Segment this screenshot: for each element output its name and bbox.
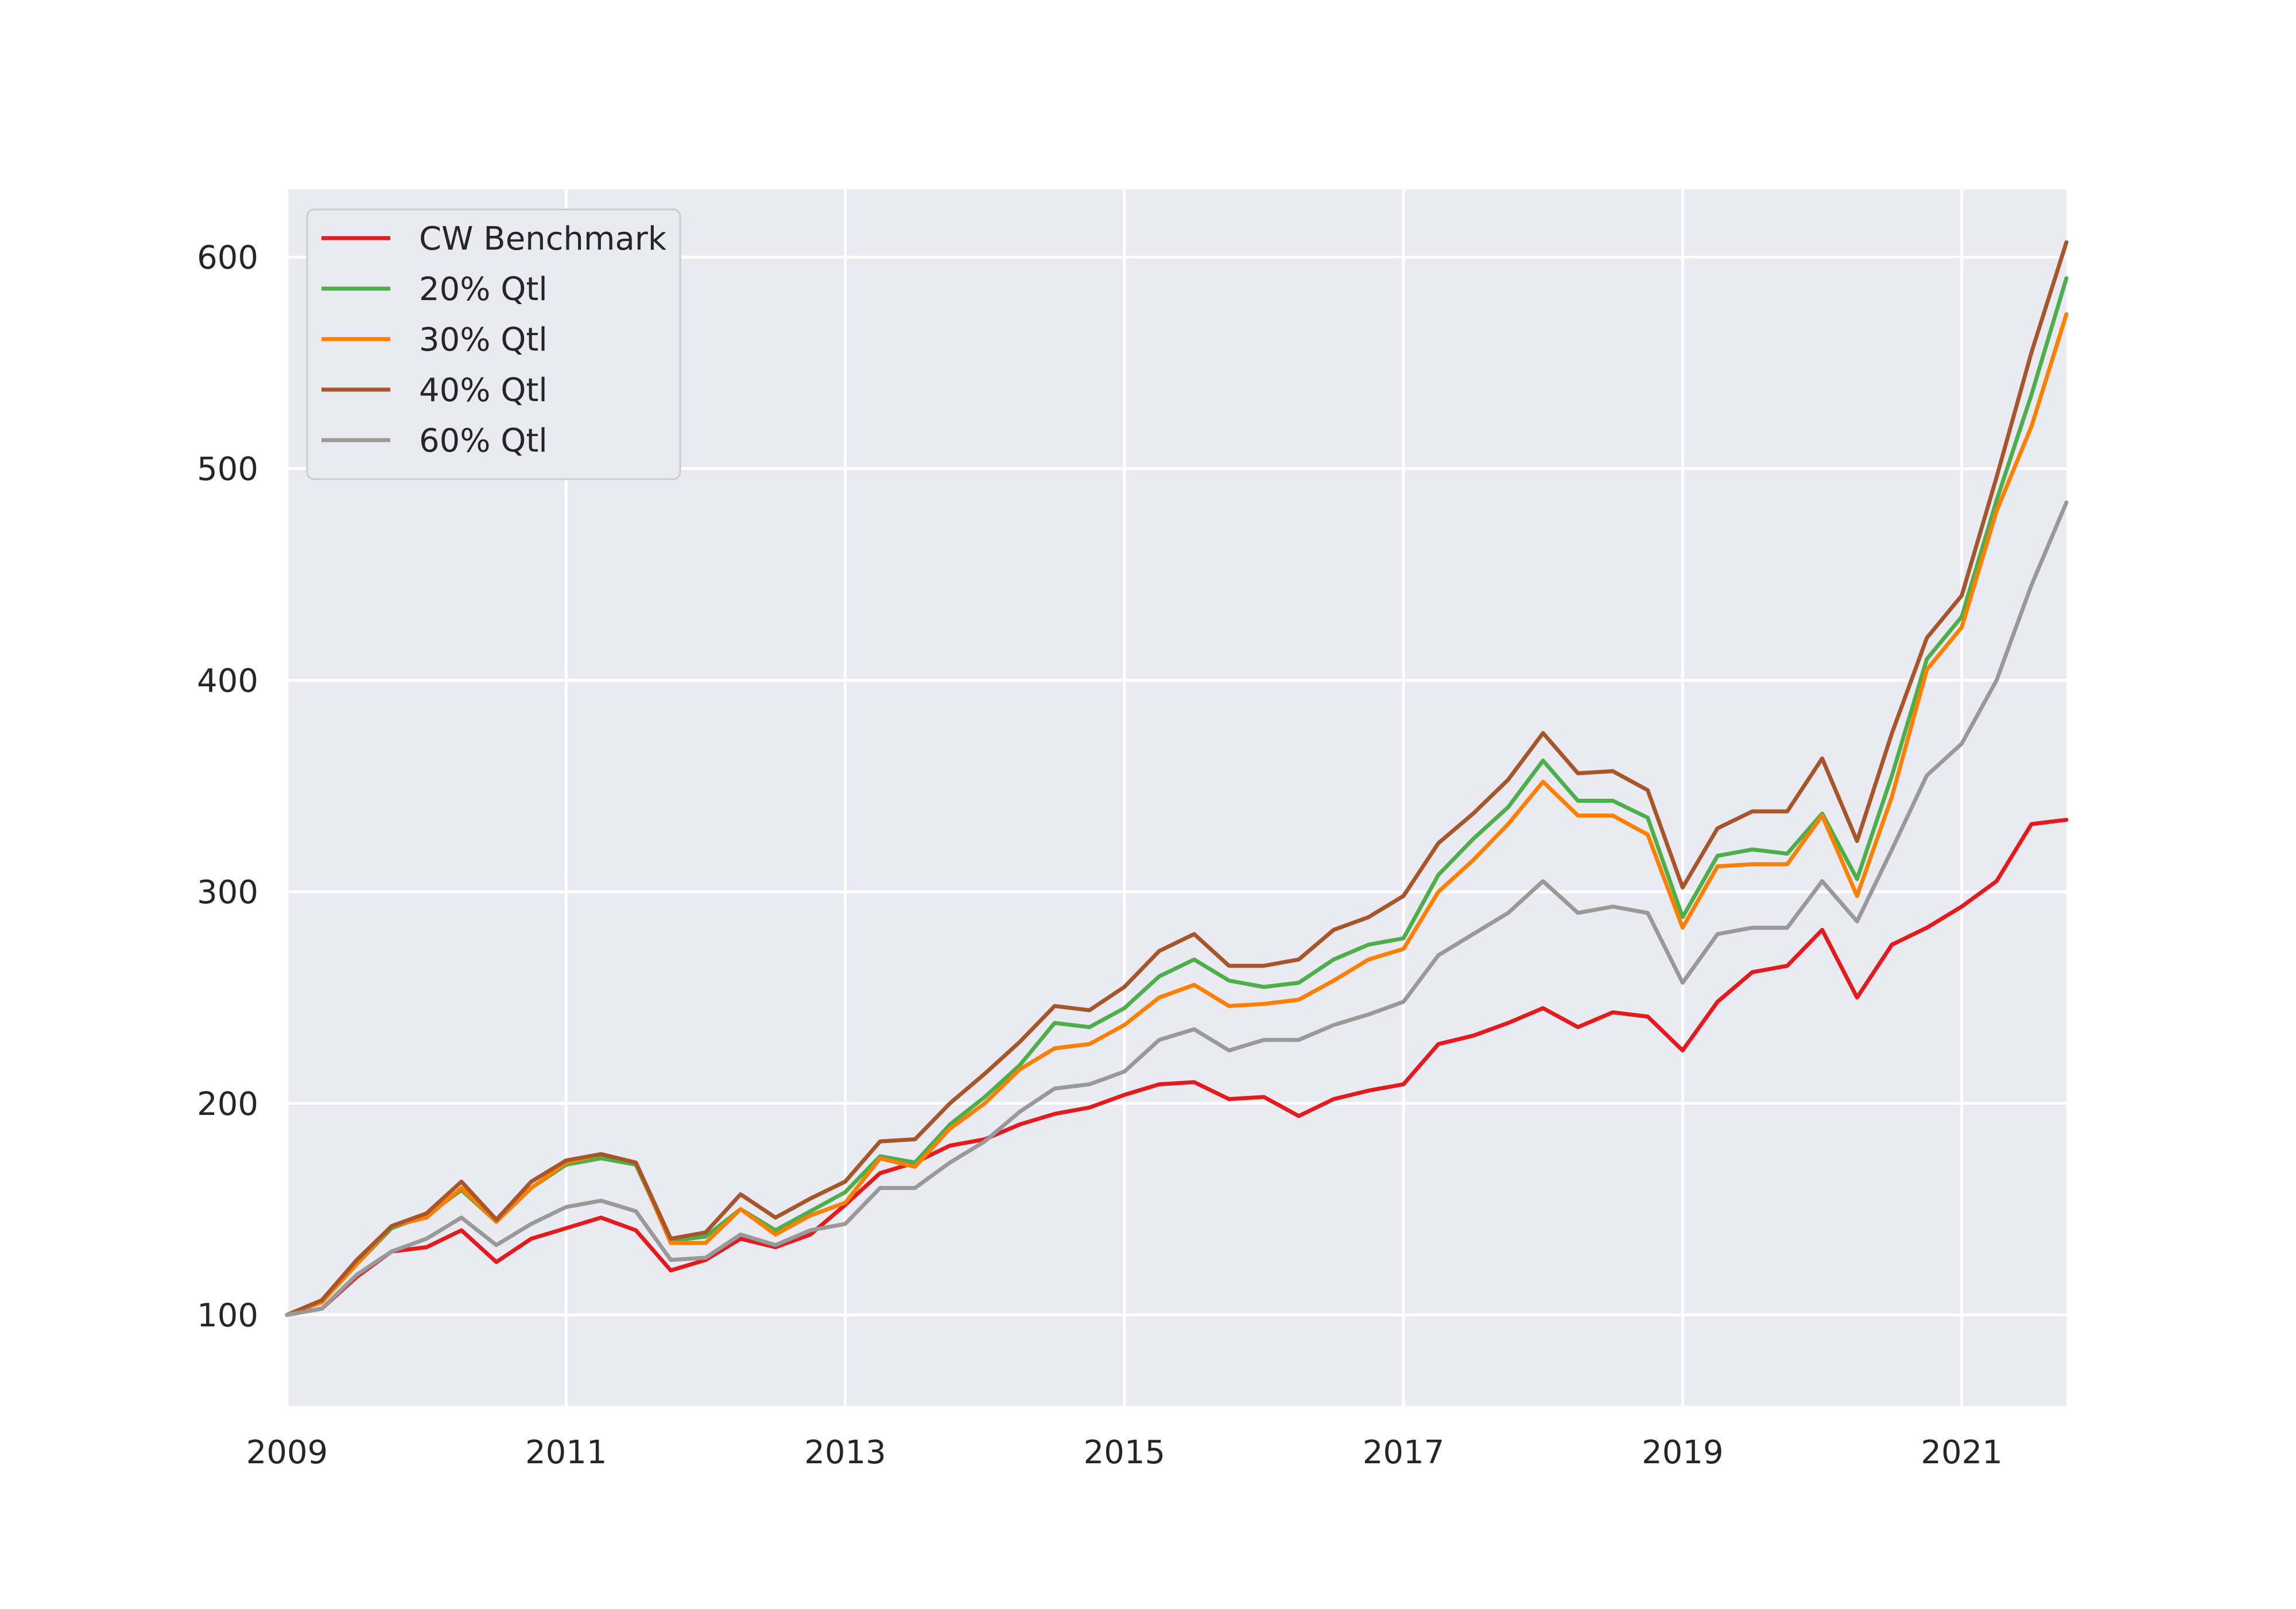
- series-lines: [285, 240, 2069, 1317]
- x-tick-label: 2019: [1642, 1434, 1724, 1471]
- x-tick-label: 2021: [1921, 1434, 2003, 1471]
- y-axis-ticks: 100 200 300 400 500 600: [197, 239, 258, 1334]
- y-tick-label: 400: [197, 662, 258, 699]
- series-line-20-qtl: [285, 276, 2069, 1317]
- grid: [285, 189, 2066, 1406]
- legend-label: CW Benchmark: [419, 220, 667, 258]
- x-tick-label: 2017: [1363, 1434, 1445, 1471]
- legend-label: 60% Qtl: [419, 422, 548, 460]
- series-line-cw-benchmark: [285, 818, 2069, 1317]
- y-tick-label: 600: [197, 239, 258, 277]
- series-line-60-qtl: [285, 500, 2069, 1317]
- y-tick-label: 300: [197, 874, 258, 911]
- y-tick-label: 500: [197, 451, 258, 488]
- legend-label: 20% Qtl: [419, 271, 548, 308]
- x-tick-label: 2015: [1084, 1434, 1166, 1471]
- x-tick-label: 2011: [525, 1434, 607, 1471]
- y-tick-label: 200: [197, 1086, 258, 1123]
- x-axis-ticks: 2009 2011 2013 2015 2017 2019 2021: [246, 1434, 2003, 1471]
- legend-box: [306, 208, 681, 480]
- legend-label: 40% Qtl: [419, 372, 548, 409]
- x-tick-label: 2009: [246, 1434, 328, 1471]
- x-tick-label: 2013: [804, 1434, 886, 1471]
- y-tick-label: 100: [197, 1297, 258, 1334]
- series-line-40-qtl: [285, 240, 2069, 1317]
- legend-label: 30% Qtl: [419, 321, 548, 359]
- legend: CW Benchmark 20% Qtl 30% Qtl 40% Qtl 60% Qtl: [306, 208, 681, 480]
